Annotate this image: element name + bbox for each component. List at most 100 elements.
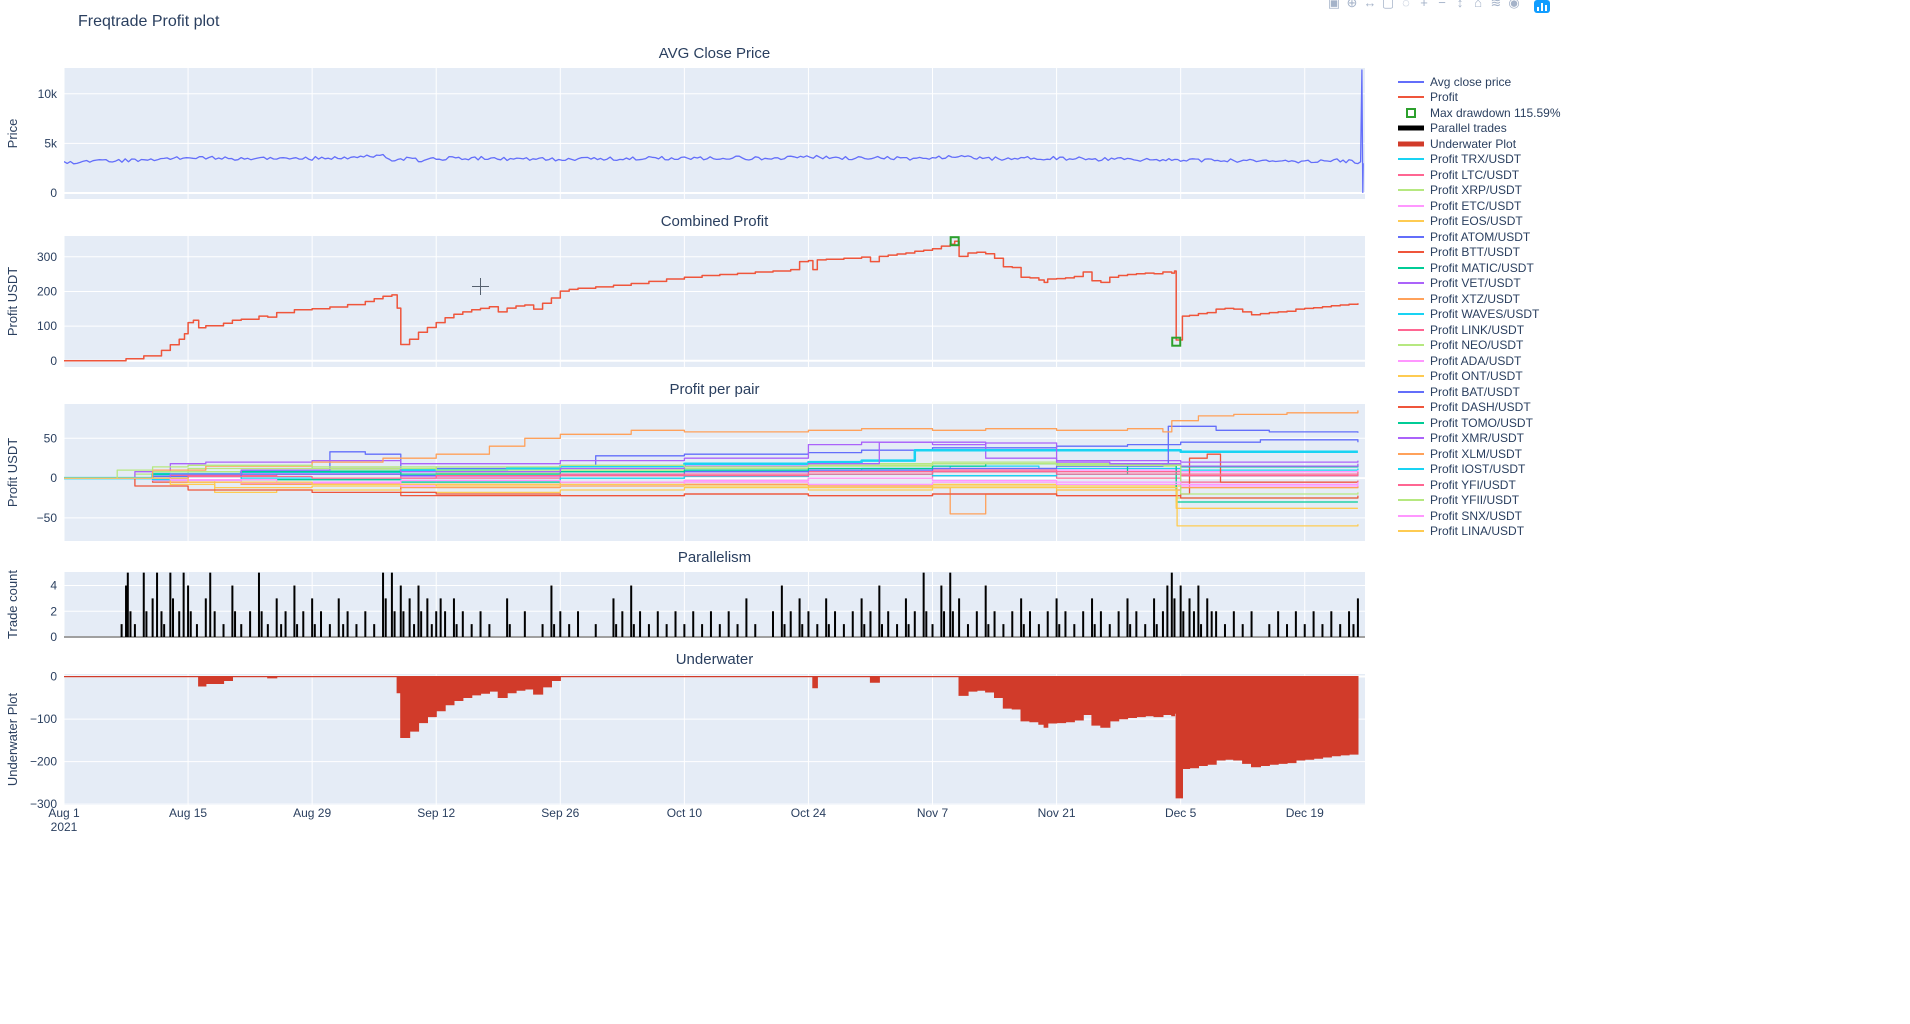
legend-item-profit-lina-usdt[interactable]: Profit LINA/USDT — [1396, 524, 1566, 540]
parallel-trades-bar — [1135, 611, 1138, 637]
parallel-trades-bar — [1215, 611, 1218, 637]
y-tick-label: 4 — [50, 579, 57, 593]
parallel-trades-bar — [234, 611, 237, 637]
legend-line-symbol — [1398, 282, 1424, 285]
parallel-trades-bar — [827, 624, 830, 637]
pan-icon[interactable]: ↔ — [1363, 0, 1377, 10]
legend-line-symbol — [1398, 483, 1424, 486]
legend-item-profit-matic-usdt[interactable]: Profit MATIC/USDT — [1396, 260, 1566, 276]
zoom-icon[interactable]: ⊕ — [1346, 0, 1358, 10]
legend-item-profit-xmr-usdt[interactable]: Profit XMR/USDT — [1396, 431, 1566, 447]
lasso-select-icon[interactable]: ◌ — [1402, 0, 1410, 10]
parallel-trades-bar — [869, 611, 872, 637]
parallel-trades-bar — [922, 572, 925, 637]
parallel-trades-bar — [156, 572, 159, 637]
y-tick-label: 300 — [37, 250, 57, 264]
parallel-trades-bar — [1144, 624, 1147, 637]
x-tick-label: Oct 24 — [791, 806, 827, 820]
autoscale-icon[interactable]: ↕ — [1456, 0, 1464, 10]
legend-item-underwater-plot[interactable]: Underwater Plot — [1396, 136, 1566, 152]
legend-item-profit-atom-usdt[interactable]: Profit ATOM/USDT — [1396, 229, 1566, 245]
parallel-trades-bar — [1286, 624, 1289, 637]
legend-item-profit-snx-usdt[interactable]: Profit SNX/USDT — [1396, 508, 1566, 524]
legend-item-parallel-trades[interactable]: Parallel trades — [1396, 121, 1566, 137]
plot-area-avg_close[interactable] — [64, 68, 1365, 199]
toggle-spikelines-icon[interactable]: ≋ — [1490, 0, 1502, 10]
parallel-trades-bar — [1155, 624, 1158, 637]
legend-label: Profit BAT/USDT — [1430, 384, 1520, 399]
legend-item-profit-bat-usdt[interactable]: Profit BAT/USDT — [1396, 384, 1566, 400]
legend-item-profit-iost-usdt[interactable]: Profit IOST/USDT — [1396, 462, 1566, 478]
legend-item-profit-xrp-usdt[interactable]: Profit XRP/USDT — [1396, 183, 1566, 199]
legend-item-profit-dash-usdt[interactable]: Profit DASH/USDT — [1396, 400, 1566, 416]
parallel-trades-bar — [860, 598, 863, 637]
legend-item-profit-yfii-usdt[interactable]: Profit YFII/USDT — [1396, 493, 1566, 509]
parallel-trades-bar — [129, 611, 132, 637]
parallel-trades-bar — [444, 611, 447, 637]
legend-item-avg-close-price[interactable]: Avg close price — [1396, 74, 1566, 90]
parallel-trades-bar — [754, 624, 757, 637]
parallel-trades-bar — [1002, 624, 1005, 637]
box-select-icon[interactable]: ▢ — [1381, 0, 1395, 10]
plotly-modebar: ▣ ⊕ ↔ ▢ ◌ + − ↕ ⌂ ≋ ◉ — [1326, 0, 1550, 13]
parallel-trades-bar — [189, 611, 192, 637]
legend-label: Profit TOMO/USDT — [1430, 415, 1533, 430]
parallel-trades-bar — [612, 598, 615, 637]
legend-item-profit-ada-usdt[interactable]: Profit ADA/USDT — [1396, 353, 1566, 369]
parallel-trades-bar — [337, 598, 340, 637]
subplot-title-avg_close: AVG Close Price — [659, 45, 770, 62]
legend-item-profit-trx-usdt[interactable]: Profit TRX/USDT — [1396, 152, 1566, 168]
legend-line-symbol — [1398, 421, 1424, 424]
plotly-logo-icon[interactable] — [1534, 0, 1550, 13]
legend-label: Underwater Plot — [1430, 136, 1517, 151]
legend-item-max-drawdown-115-59-[interactable]: Max drawdown 115.59% — [1396, 105, 1566, 121]
legend-item-profit-etc-usdt[interactable]: Profit ETC/USDT — [1396, 198, 1566, 214]
legend-item-profit-link-usdt[interactable]: Profit LINK/USDT — [1396, 322, 1566, 338]
parallel-trades-bar — [266, 624, 269, 637]
parallel-trades-bar — [1303, 624, 1306, 637]
parallel-trades-bar — [665, 624, 668, 637]
legend-item-profit-vet-usdt[interactable]: Profit VET/USDT — [1396, 276, 1566, 292]
parallel-trades-bar — [1117, 611, 1120, 637]
parallel-trades-bar — [296, 624, 299, 637]
parallel-trades-bar — [1294, 611, 1297, 637]
plot-area-combined_profit[interactable] — [64, 236, 1365, 367]
parallel-trades-bar — [1058, 624, 1061, 637]
parallel-trades-bar — [1029, 611, 1032, 637]
parallel-trades-bar — [825, 598, 828, 637]
parallel-trades-bar — [163, 624, 166, 637]
parallel-trades-bar — [145, 611, 148, 637]
legend-item-profit-yfi-usdt[interactable]: Profit YFI/USDT — [1396, 477, 1566, 493]
parallel-trades-bar — [126, 572, 129, 637]
legend-item-profit[interactable]: Profit — [1396, 90, 1566, 106]
legend-item-profit-xtz-usdt[interactable]: Profit XTZ/USDT — [1396, 291, 1566, 307]
parallel-trades-bar — [736, 624, 739, 637]
x-tick-label: Sep 12 — [417, 806, 455, 820]
legend-item-profit-ont-usdt[interactable]: Profit ONT/USDT — [1396, 369, 1566, 385]
parallel-trades-bar — [1348, 611, 1351, 637]
parallel-trades-bar — [931, 624, 934, 637]
legend-label: Profit LINK/USDT — [1430, 322, 1525, 337]
legend-label: Profit XRP/USDT — [1430, 183, 1523, 198]
parallel-trades-bar — [479, 611, 482, 637]
y-tick-label: 0 — [50, 186, 57, 200]
legend-line-symbol — [1398, 406, 1424, 409]
legend-item-profit-btt-usdt[interactable]: Profit BTT/USDT — [1396, 245, 1566, 261]
legend-item-profit-neo-usdt[interactable]: Profit NEO/USDT — [1396, 338, 1566, 354]
legend-item-profit-waves-usdt[interactable]: Profit WAVES/USDT — [1396, 307, 1566, 323]
legend-item-profit-tomo-usdt[interactable]: Profit TOMO/USDT — [1396, 415, 1566, 431]
legend-item-profit-ltc-usdt[interactable]: Profit LTC/USDT — [1396, 167, 1566, 183]
max-drawdown-marker — [1171, 336, 1182, 347]
parallel-trades-bar — [508, 624, 511, 637]
reset-axes-icon[interactable]: ⌂ — [1474, 0, 1482, 10]
hover-closest-icon[interactable]: ◉ — [1508, 0, 1520, 10]
zoom-in-icon[interactable]: + — [1420, 0, 1428, 10]
legend-item-profit-eos-usdt[interactable]: Profit EOS/USDT — [1396, 214, 1566, 230]
camera-icon[interactable]: ▣ — [1327, 0, 1341, 10]
parallel-trades-bar — [1099, 611, 1102, 637]
series-profit-yfii-usdt — [64, 463, 1359, 495]
zoom-out-icon[interactable]: − — [1438, 0, 1446, 10]
parallel-trades-bar — [615, 624, 618, 637]
legend-item-profit-xlm-usdt[interactable]: Profit XLM/USDT — [1396, 446, 1566, 462]
